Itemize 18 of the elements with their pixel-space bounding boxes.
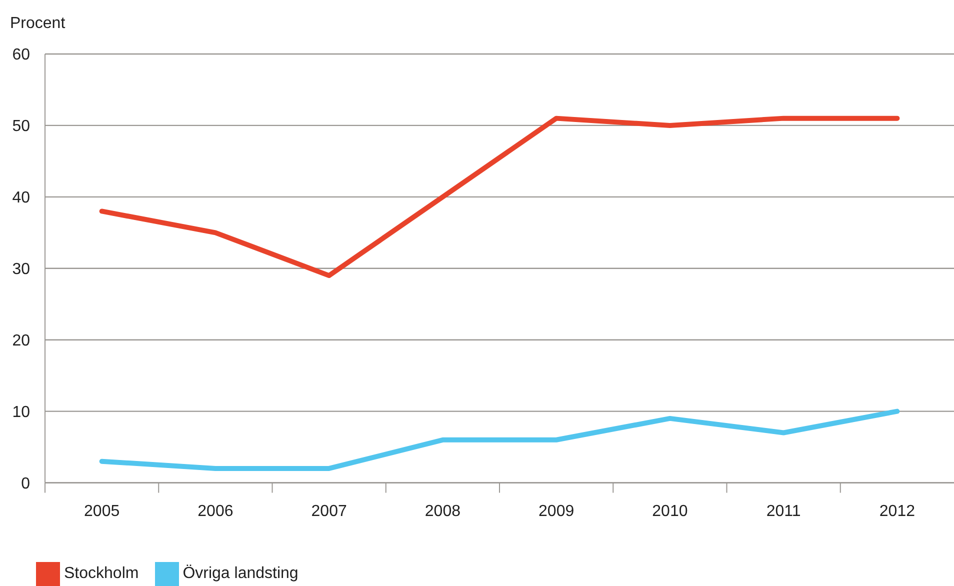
y-tick-label: 50 <box>12 118 30 136</box>
y-tick-label: 0 <box>21 475 30 492</box>
x-tick-label: 2005 <box>84 502 120 520</box>
x-tick-label: 2006 <box>198 502 234 520</box>
y-tick-label: 10 <box>12 404 30 421</box>
y-tick-label: 40 <box>12 190 30 207</box>
x-tick-label: 2010 <box>652 502 688 520</box>
y-tick-label: 20 <box>12 332 30 350</box>
y-tick-label: 30 <box>12 261 30 278</box>
y-axis-title: Procent <box>10 14 66 34</box>
x-tick-label: 2011 <box>766 502 801 520</box>
x-tick-label: 2009 <box>538 502 574 520</box>
x-tick-label: 2008 <box>424 502 461 520</box>
y-tick-label: 60 <box>12 46 30 64</box>
x-tick-label: 2012 <box>879 502 916 520</box>
x-tick-label: 2007 <box>311 502 347 520</box>
legend-label: Stockholm <box>64 565 139 582</box>
legend-label: Övriga landsting <box>182 565 298 582</box>
